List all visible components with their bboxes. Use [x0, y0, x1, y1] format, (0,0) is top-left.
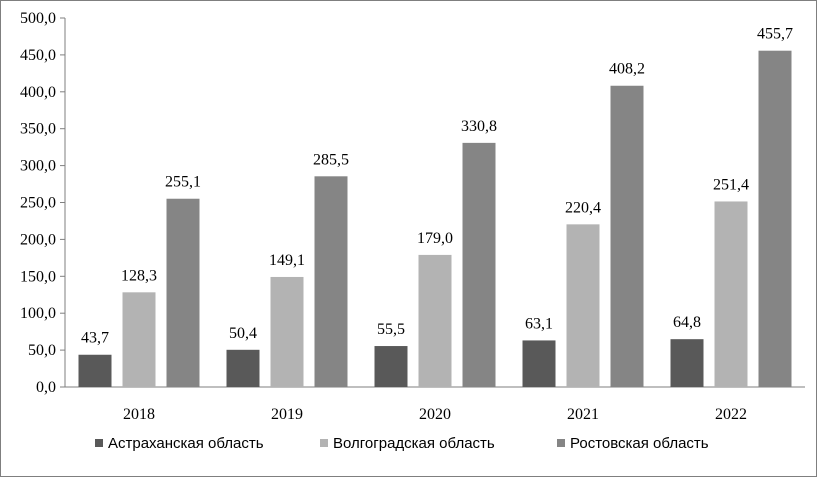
data-label: 179,0: [417, 230, 453, 247]
x-tick-label: 2022: [715, 406, 747, 423]
data-label: 128,3: [121, 267, 157, 284]
y-tick-label: 450,0: [20, 47, 56, 64]
data-label: 455,7: [757, 26, 793, 43]
bar: [226, 349, 260, 387]
x-tick-label: 2021: [567, 406, 599, 423]
legend-swatch: [320, 439, 328, 447]
bar: [758, 50, 792, 388]
legend-label: Ростовская область: [570, 435, 709, 452]
bar: [714, 201, 748, 387]
data-label: 330,8: [461, 118, 497, 135]
legend-swatch: [95, 439, 103, 447]
x-tick-label: 2020: [419, 406, 451, 423]
bar: [166, 198, 200, 387]
y-tick-label: 500,0: [20, 10, 56, 27]
data-label: 50,4: [229, 325, 257, 342]
x-tick-label: 2018: [123, 406, 155, 423]
data-label: 285,5: [313, 151, 349, 168]
x-axis: 2018 2019 2020 2021 2022: [65, 386, 805, 423]
data-labels: 43,7 50,4 55,5 63,1 64,8 128,3 149,1 179,0 220,4…: [81, 26, 793, 347]
y-tick-label: 150,0: [20, 268, 56, 285]
bar: [418, 254, 452, 387]
bar: [122, 292, 156, 387]
bar: [566, 224, 600, 387]
data-label: 408,2: [609, 61, 645, 78]
data-label: 220,4: [565, 199, 601, 216]
bar: [670, 339, 704, 387]
y-tick-label: 250,0: [20, 195, 56, 212]
bar: [78, 354, 112, 387]
legend-label: Волгоградская область: [333, 435, 495, 452]
y-tick-label: 300,0: [20, 158, 56, 175]
data-label: 63,1: [525, 315, 553, 332]
bar: [374, 346, 408, 387]
y-tick-label: 350,0: [20, 121, 56, 138]
y-axis: 0,0 50,0 100,0 150,0 200,0 250,0 300,0 350,0 400…: [20, 10, 66, 396]
bar: [462, 142, 496, 387]
bars: [78, 50, 792, 388]
data-label: 43,7: [81, 330, 109, 347]
y-tick-label: 400,0: [20, 84, 56, 101]
bar: [314, 176, 348, 387]
bar: [270, 276, 304, 387]
legend: Астраханская область Волгоградская област…: [95, 435, 709, 452]
legend-swatch: [557, 439, 565, 447]
data-label: 64,8: [673, 314, 701, 331]
bar: [610, 85, 644, 387]
y-tick-label: 100,0: [20, 305, 56, 322]
y-tick-label: 200,0: [20, 231, 56, 248]
data-label: 255,1: [165, 174, 201, 191]
data-label: 251,4: [713, 176, 749, 193]
data-label: 55,5: [377, 321, 405, 338]
bar: [522, 340, 556, 387]
data-label: 149,1: [269, 252, 305, 269]
x-tick-label: 2019: [271, 406, 303, 423]
y-tick-label: 0,0: [36, 379, 56, 396]
y-tick-label: 50,0: [28, 342, 56, 359]
legend-label: Астраханская область: [108, 435, 264, 452]
